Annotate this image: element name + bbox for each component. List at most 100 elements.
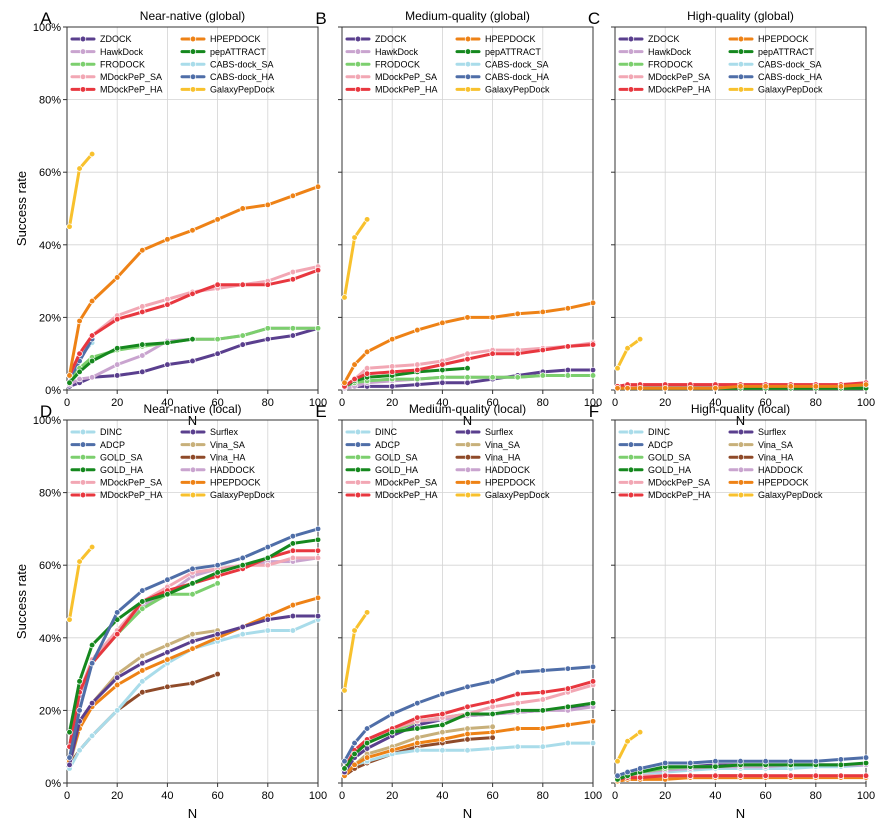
legend-swatch-marker [79, 428, 87, 436]
data-point [414, 714, 421, 721]
y-tick-label: 60% [39, 560, 61, 572]
data-point [239, 562, 246, 569]
data-point [139, 652, 146, 660]
series-gold-ha [66, 536, 322, 736]
data-point [812, 383, 819, 390]
series-line-surflex [68, 614, 320, 767]
legend-swatch-marker [627, 35, 635, 43]
legend-item: CABS-dock_SA [728, 59, 822, 69]
data-point [636, 729, 644, 736]
legend: ZDOCK HawkDock FRODOCK MDockPeP_SA MDockPeP_… [618, 34, 823, 95]
data-point [837, 756, 845, 763]
data-point [414, 747, 421, 754]
legend-item: FRODOCK [70, 59, 145, 69]
legend-item: pepATTRACT [728, 47, 814, 57]
data-point [363, 365, 371, 372]
data-point [314, 547, 322, 554]
data-point [264, 562, 271, 569]
legend-label: GalaxyPepDock [210, 490, 275, 500]
series-galaxypepdock [66, 150, 96, 230]
legend-swatch-marker [189, 86, 197, 93]
legend: ZDOCK HawkDock FRODOCK MDockPeP_SA MDockPeP_… [70, 34, 275, 95]
data-point [114, 345, 121, 352]
x-tick-label: 40 [436, 397, 448, 409]
legend-item: HPEPDOCK [455, 478, 536, 488]
legend-label: FRODOCK [375, 59, 420, 69]
plot-frame [341, 26, 594, 391]
legend-item: GOLD_SA [618, 452, 691, 462]
data-point [589, 299, 597, 307]
data-point [837, 772, 845, 779]
legend-item: pepATTRACT [180, 47, 266, 57]
data-point [439, 736, 446, 743]
data-point [189, 336, 196, 343]
data-point [139, 341, 146, 348]
data-point [539, 707, 546, 714]
legend-swatch-marker [627, 61, 635, 68]
data-point [351, 761, 358, 768]
data-point [66, 223, 73, 230]
legend-label: HawkDock [648, 47, 692, 57]
panel-letter: E [315, 402, 326, 421]
x-tick-label: 40 [709, 790, 721, 802]
data-point [289, 612, 297, 620]
data-point [624, 738, 631, 745]
x-tick-label: 100 [309, 790, 327, 802]
legend: DINC ADCP GOLD_SA GOLD_HA MDockPeP_SA MDockPe… [345, 427, 550, 500]
legend-swatch-marker [627, 479, 635, 486]
series-line-dinc [68, 618, 320, 770]
legend-item: GalaxyPepDock [180, 490, 275, 500]
data-point [264, 616, 271, 623]
legend-label: Vina_HA [485, 452, 520, 462]
data-point [414, 375, 421, 383]
data-point [114, 361, 121, 368]
legend-label: MDockPeP_SA [648, 72, 710, 82]
legend-item: HawkDock [70, 47, 144, 57]
series-line-galaxypepdock [68, 152, 94, 229]
legend-item: HawkDock [345, 47, 419, 57]
data-point [88, 150, 96, 158]
data-point [589, 739, 597, 747]
data-point [414, 734, 421, 741]
data-point [289, 533, 297, 540]
data-point [289, 547, 297, 554]
data-point [414, 381, 421, 388]
panel-title: Near-native (local) [143, 402, 241, 416]
x-tick-label: 80 [810, 790, 822, 802]
legend-label: CABS-dock_HA [758, 72, 822, 82]
legend-item: HawkDock [618, 47, 692, 57]
data-point [862, 772, 870, 779]
series-line-gold-ha [68, 538, 320, 734]
data-point [489, 734, 496, 741]
data-point [589, 366, 597, 374]
legend-label: GOLD_HA [100, 465, 143, 475]
plot-frame [66, 26, 319, 391]
data-point [164, 301, 171, 308]
data-point [164, 296, 171, 303]
data-point [564, 721, 572, 729]
legend-label: HPEPDOCK [485, 478, 536, 488]
data-point [464, 683, 471, 690]
x-tick-label: 80 [537, 790, 549, 802]
data-point [414, 361, 421, 368]
legend-item: CABS-dock_SA [180, 59, 274, 69]
x-tick-label: 40 [161, 790, 173, 802]
series-adcp [614, 754, 870, 779]
legend-item: CABS-dock_SA [455, 59, 549, 69]
legend-item: HPEPDOCK [455, 34, 536, 44]
data-point [264, 325, 271, 332]
legend-swatch-marker [79, 491, 87, 499]
data-point [787, 772, 794, 779]
data-point [539, 372, 546, 379]
data-point [88, 641, 96, 649]
x-tick-label: 80 [537, 397, 549, 409]
series-line-adcp [68, 527, 320, 760]
legend-swatch-marker [189, 441, 197, 448]
data-point [389, 383, 396, 390]
data-point [164, 649, 171, 656]
data-point [464, 350, 471, 357]
legend-label: GalaxyPepDock [758, 85, 823, 95]
x-tick-label: 100 [857, 397, 875, 409]
legend-swatch-marker [464, 86, 472, 93]
data-point [589, 663, 597, 670]
